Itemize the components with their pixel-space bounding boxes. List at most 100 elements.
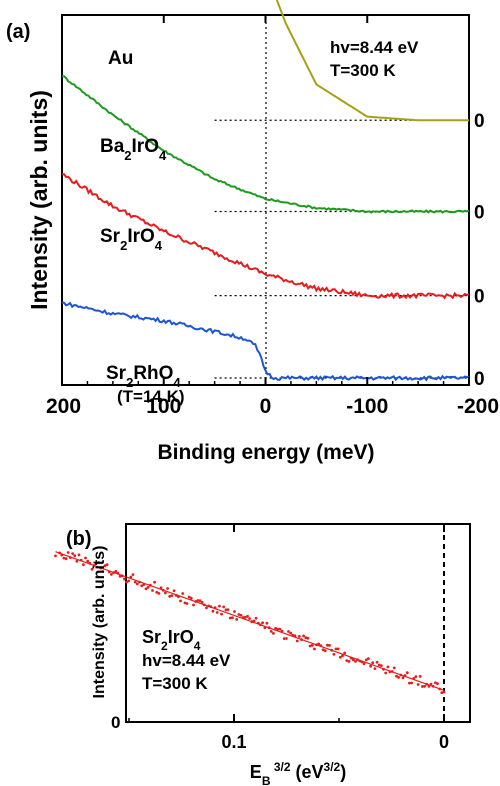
scatter-point: [215, 611, 219, 614]
series-curve-1: [62, 75, 470, 214]
scatter-point: [364, 658, 368, 662]
scatter-point: [84, 556, 87, 560]
panel-a-x-ticks: 200 100 0 -100 -200: [46, 15, 499, 418]
series-sublabel-3: (T=14 K): [117, 387, 185, 406]
scatter-point: [196, 599, 200, 602]
scatter-point: [323, 649, 327, 653]
scatter-point: [123, 577, 126, 581]
x-tick-label: 200: [46, 395, 81, 418]
scatter-point: [110, 573, 113, 576]
scatter-point: [408, 681, 411, 685]
text-part: 2: [161, 639, 168, 653]
scatter-point: [308, 644, 312, 648]
scatter-point: [395, 674, 398, 678]
x-tick-label: -100: [346, 395, 388, 418]
scatter-point: [151, 589, 154, 592]
text-part: B: [262, 774, 271, 786]
scatter-point: [401, 676, 405, 680]
text-part: 4: [155, 238, 163, 253]
panel-a-label: (a): [6, 21, 30, 43]
scatter-point: [282, 637, 286, 640]
scatter-point: [218, 604, 221, 608]
text-part: 3/2: [270, 760, 290, 774]
text-part: E: [250, 762, 262, 782]
panel-b-plot-frame: [125, 523, 471, 723]
scatter-point: [334, 647, 338, 651]
scatter-point: [103, 564, 107, 568]
scatter-point: [265, 621, 269, 625]
scatter-point: [418, 675, 422, 678]
text-part: 2: [126, 375, 133, 390]
series-label-2: Sr2IrO4: [100, 226, 163, 253]
scatter-point: [155, 590, 159, 594]
scatter-point: [416, 683, 420, 686]
scatter-point: [140, 584, 144, 588]
panel-a-annotation-photon-energy: hv=8.44 eV: [330, 38, 419, 57]
series-curve-2: [61, 173, 470, 300]
scatter-point: [246, 614, 249, 618]
scatter-point: [157, 592, 161, 595]
scatter-point: [375, 660, 379, 664]
scatter-point: [159, 586, 163, 590]
scatter-point: [237, 613, 241, 616]
scatter-point: [183, 601, 187, 605]
scatter-point: [336, 647, 340, 651]
panel-b-x-ticks: 0.1 0: [128, 524, 449, 752]
scatter-point: [179, 599, 182, 603]
text-part: Sr: [100, 226, 121, 247]
scatter-point: [278, 627, 282, 631]
scatter-point: [392, 666, 396, 670]
scatter-point: [75, 559, 79, 563]
scatter-point: [274, 626, 277, 630]
scatter-point: [94, 562, 98, 565]
scatter-point: [405, 671, 409, 675]
panel-b-x-axis-label: EB 3/2 (eV3/2): [250, 760, 346, 786]
scatter-point: [105, 563, 109, 567]
scatter-point: [228, 616, 232, 620]
scatter-point: [220, 612, 224, 616]
scatter-point: [410, 681, 413, 685]
scatter-point: [434, 681, 437, 685]
text-part: 3/2: [324, 760, 341, 774]
scatter-point: [66, 551, 70, 554]
scatter-point: [166, 587, 170, 590]
scatter-point: [371, 661, 375, 665]
text-part: hv=8.44 eV: [142, 651, 231, 670]
x-tick-label: 0.1: [221, 732, 246, 752]
scatter-point: [133, 580, 137, 584]
scatter-point: [153, 580, 157, 584]
text-part: Sr: [106, 363, 127, 384]
scatter-point: [82, 563, 85, 567]
panel-a-annotation-temperature: T=300 K: [330, 61, 396, 80]
scatter-point: [248, 617, 252, 620]
scatter-point: [181, 592, 185, 595]
panel-b-fit-line: [55, 551, 445, 691]
scatter-point: [351, 658, 355, 662]
text-part: 2: [120, 238, 127, 253]
panel-b-scatter-points: [54, 551, 446, 695]
scatter-point: [345, 659, 349, 662]
scatter-point: [341, 654, 344, 658]
scatter-point: [77, 553, 81, 557]
scatter-point: [235, 618, 239, 621]
scatter-point: [231, 616, 234, 620]
scatter-point: [338, 655, 342, 659]
scatter-point: [189, 596, 193, 600]
panel-b-annotation-temperature: T=300 K: [142, 674, 208, 693]
zero-label-1: 0: [474, 203, 485, 224]
text-part: 4: [194, 639, 201, 653]
scatter-point: [205, 606, 208, 610]
scatter-point: [328, 644, 331, 647]
scatter-point: [442, 690, 446, 694]
text-part: T=300 K: [142, 674, 208, 693]
text-part: IrO: [127, 226, 154, 247]
scatter-point: [414, 675, 418, 678]
scatter-point: [101, 570, 105, 573]
scatter-point: [224, 608, 228, 612]
x-tick-label: -200: [457, 395, 499, 418]
series-curve-0: [275, 0, 469, 122]
panel-b-annotation-material: Sr2IrO4: [142, 627, 201, 653]
scatter-point: [131, 573, 135, 576]
scatter-point: [135, 582, 139, 586]
